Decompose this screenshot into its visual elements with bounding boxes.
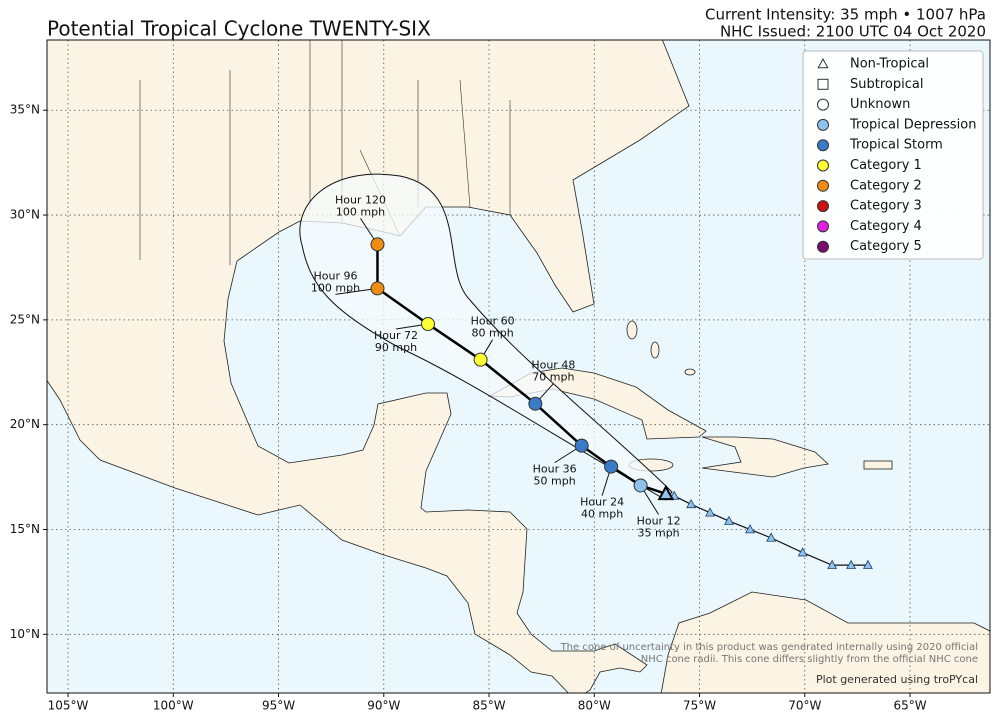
forecast-point [528, 396, 543, 411]
credit: Plot generated using troPYcal [816, 673, 978, 686]
legend-label: Category 4 [850, 219, 922, 234]
forecast-label: Hour 60 [471, 315, 515, 328]
x-tick-label: 65°W [893, 699, 926, 713]
legend-marker [817, 78, 829, 90]
forecast-label: 90 mph [375, 341, 417, 354]
legend-label: Tropical Depression [849, 117, 976, 132]
forecast-label: Hour 24 [580, 496, 624, 509]
forecast-point [473, 352, 488, 367]
forecast-point [370, 281, 385, 296]
legend-label: Category 3 [850, 199, 922, 214]
forecast-label: 50 mph [534, 475, 576, 488]
y-tick-label: 15°N [10, 522, 40, 536]
forecast-label: 40 mph [581, 508, 623, 521]
x-tick-label: 70°W [788, 699, 821, 713]
forecast-label: 100 mph [311, 281, 360, 294]
forecast-label: Hour 12 [637, 514, 681, 527]
legend-marker [817, 159, 829, 172]
y-tick-label: 20°N [10, 417, 40, 431]
south-america [660, 591, 990, 693]
cone-of-uncertainty [299, 173, 673, 501]
past-track-point [827, 559, 838, 569]
forecast-label: 70 mph [532, 371, 574, 384]
north-central-america [47, 40, 690, 693]
legend-marker [817, 98, 829, 111]
legend-marker [817, 179, 829, 192]
legend-label: Category 1 [850, 158, 922, 173]
forecast-point [574, 438, 589, 453]
legend-marker [817, 200, 829, 213]
forecast-point [633, 478, 648, 493]
past-track-point [745, 524, 755, 534]
legend: Non-Tropical Subtropical Unknown Tropical D… [817, 57, 976, 254]
grid: 105°W 100°W 95°W 90°W 85°W 80°W 75°W 70°W 65°W 10… [10, 40, 990, 713]
issued-time: NHC Issued: 2100 UTC 04 Oct 2020 [720, 23, 986, 41]
x-tick-label: 95°W [262, 699, 295, 713]
forecast-label: Hour 48 [531, 359, 575, 372]
y-tick-label: 35°N [10, 103, 40, 117]
forecast-label: Hour 36 [533, 463, 577, 476]
bahamas [650, 341, 660, 359]
forecast-label: 100 mph [336, 205, 385, 218]
legend-label: Unknown [850, 97, 910, 112]
x-tick-label: 105°W [48, 699, 89, 713]
legend-marker [817, 57, 829, 69]
current-intensity: Current Intensity: 35 mph • 1007 hPa [705, 6, 986, 24]
x-tick-label: 85°W [472, 699, 505, 713]
past-track-point [724, 515, 734, 525]
hispaniola [701, 436, 829, 478]
bahamas [626, 320, 638, 340]
forecast-label: Hour 120 [335, 193, 386, 206]
forecast-point [370, 237, 385, 252]
forecast-label: Hour 72 [374, 329, 418, 342]
y-tick-label: 10°N [10, 627, 40, 641]
title: Potential Tropical Cyclone TWENTY-SIX [47, 17, 431, 41]
legend-marker [817, 240, 829, 253]
forecast-point [604, 459, 619, 474]
current-position [657, 484, 675, 501]
forecast-point [420, 317, 435, 332]
frame [46, 39, 991, 694]
legend-label: Non-Tropical [850, 57, 929, 72]
legend-marker [817, 118, 829, 131]
past-track-point [686, 498, 697, 509]
x-tick-label: 80°W [578, 699, 611, 713]
legend-marker [817, 220, 829, 233]
y-tick-label: 30°N [10, 208, 40, 222]
forecast-label: 80 mph [472, 327, 514, 340]
x-tick-label: 75°W [683, 699, 716, 713]
past-track-point [766, 532, 777, 542]
legend-label: Category 5 [850, 239, 922, 254]
past-track-line [673, 495, 868, 566]
forecast-label: 35 mph [637, 526, 679, 539]
legend-label: Tropical Storm [849, 138, 943, 153]
bahamas [684, 368, 696, 376]
past-track-point [862, 559, 873, 569]
borders [139, 40, 511, 265]
legend-label: Category 2 [850, 178, 922, 193]
y-tick-label: 25°N [10, 312, 40, 326]
forecast-label: Hour 96 [313, 269, 357, 282]
x-tick-label: 90°W [367, 699, 400, 713]
legend-box [802, 50, 984, 260]
past-track-point [705, 507, 715, 517]
footnote: NHC cone radii. This cone differs slight… [641, 654, 978, 665]
land-layer [47, 40, 990, 693]
past-track-point [846, 559, 857, 569]
past-track-point [797, 547, 808, 557]
label-leader [335, 287, 378, 295]
footnote: The cone of uncertainty in this product … [560, 642, 978, 653]
x-tick-label: 100°W [153, 699, 194, 713]
legend-label: Subtropical [850, 77, 923, 92]
legend-marker [817, 139, 829, 152]
puerto-rico [863, 460, 893, 470]
